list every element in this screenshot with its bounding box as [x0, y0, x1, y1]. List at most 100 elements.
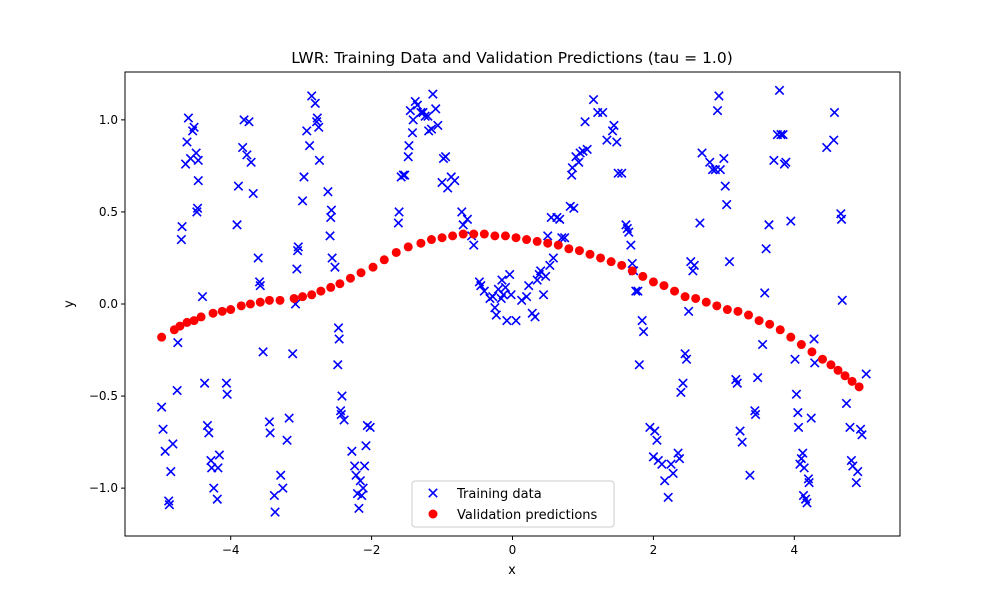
training-data-point — [426, 124, 437, 134]
chart-title: LWR: Training Data and Validation Predic… — [291, 49, 733, 67]
training-data-point — [253, 253, 263, 263]
validation-prediction-point — [182, 317, 192, 327]
training-data-point — [160, 446, 170, 457]
training-data-point — [821, 142, 832, 153]
training-data-point — [158, 424, 168, 434]
validation-prediction-point — [543, 238, 553, 248]
training-data-point — [355, 475, 366, 486]
training-data-point — [793, 407, 803, 418]
training-data-point — [803, 474, 814, 484]
validation-prediction-point — [840, 371, 850, 381]
training-data-point — [172, 385, 182, 396]
training-data-point — [209, 483, 219, 493]
validation-prediction-point — [796, 340, 806, 350]
plot-marks — [156, 85, 871, 517]
training-data-point — [845, 422, 855, 433]
training-data-point — [468, 240, 479, 250]
validation-prediction-point — [648, 277, 658, 287]
x-tick-label: 4 — [790, 543, 798, 557]
training-data-point — [354, 503, 364, 514]
training-data-point — [361, 441, 371, 451]
training-data-point — [715, 164, 726, 175]
validation-prediction-point — [670, 286, 680, 296]
training-data-point — [511, 315, 521, 326]
validation-prediction-point — [416, 238, 426, 248]
y-tick-label: 0.0 — [99, 297, 118, 311]
training-data-point — [851, 477, 862, 488]
training-data-point — [333, 359, 343, 370]
training-data-point — [462, 214, 473, 225]
training-data-point — [666, 459, 676, 469]
training-data-point — [638, 326, 649, 337]
validation-prediction-point — [289, 293, 299, 303]
training-data-point — [232, 220, 242, 230]
training-data-point — [349, 461, 360, 471]
training-data-point — [282, 435, 292, 446]
training-data-point — [405, 105, 416, 116]
training-data-point — [204, 428, 214, 438]
validation-prediction-point — [307, 290, 317, 300]
training-data-point — [336, 409, 347, 420]
legend-box — [411, 480, 615, 528]
training-data-point — [774, 85, 785, 96]
training-data-point — [244, 116, 254, 127]
validation-prediction-point — [638, 271, 648, 281]
training-data-point — [284, 413, 294, 423]
training-data-point — [627, 258, 638, 269]
training-data-point — [657, 459, 667, 469]
training-data-point — [193, 155, 204, 166]
training-data-point — [791, 389, 802, 399]
validation-prediction-point — [469, 229, 479, 239]
training-data-point — [430, 104, 441, 114]
training-data-point — [304, 140, 315, 151]
legend-marker-validation-predictions — [428, 509, 438, 519]
training-data-point — [668, 468, 678, 479]
legend: Training data Validation predictions — [411, 480, 615, 528]
training-data-point — [269, 490, 280, 501]
training-data-point — [790, 354, 800, 365]
training-data-point — [299, 172, 309, 182]
training-data-point — [423, 111, 433, 121]
training-data-point — [857, 429, 867, 440]
training-data-point — [490, 302, 500, 313]
validation-prediction-point — [458, 229, 468, 239]
validation-prediction-point — [680, 292, 690, 302]
training-data-point — [750, 406, 760, 416]
training-data-point — [681, 354, 692, 365]
y-tick-label: 0.5 — [99, 205, 118, 219]
training-data-point — [156, 402, 167, 412]
training-data-point — [714, 91, 724, 101]
training-data-point — [359, 461, 370, 471]
training-data-point — [673, 448, 683, 458]
training-data-point — [330, 262, 340, 272]
training-data-point — [177, 221, 187, 232]
training-data-point — [712, 105, 723, 116]
validation-prediction-point — [368, 262, 378, 272]
training-data-point — [351, 470, 361, 481]
training-data-point — [449, 175, 460, 186]
training-data-point — [164, 499, 175, 510]
training-data-point — [183, 113, 194, 123]
validation-prediction-point — [627, 266, 637, 276]
training-data-point — [597, 107, 608, 118]
validation-prediction-point — [326, 282, 336, 292]
validation-prediction-point — [574, 246, 584, 256]
training-data-point — [759, 288, 770, 298]
validation-prediction-point — [157, 332, 167, 342]
training-data-point — [659, 475, 670, 486]
training-data-point — [254, 277, 265, 287]
validation-prediction-point — [391, 247, 401, 257]
training-data-point — [516, 295, 527, 306]
training-data-point — [314, 155, 325, 166]
validation-prediction-point — [722, 305, 732, 315]
validation-prediction-point — [196, 312, 206, 322]
training-data-point — [837, 295, 847, 306]
validation-prediction-point — [245, 299, 255, 309]
training-data-point — [310, 98, 320, 109]
training-data-point — [239, 115, 249, 125]
training-data-point — [745, 470, 755, 481]
training-data-point — [192, 207, 202, 217]
training-data-point — [631, 286, 641, 296]
y-tick-label: −0.5 — [89, 389, 118, 403]
